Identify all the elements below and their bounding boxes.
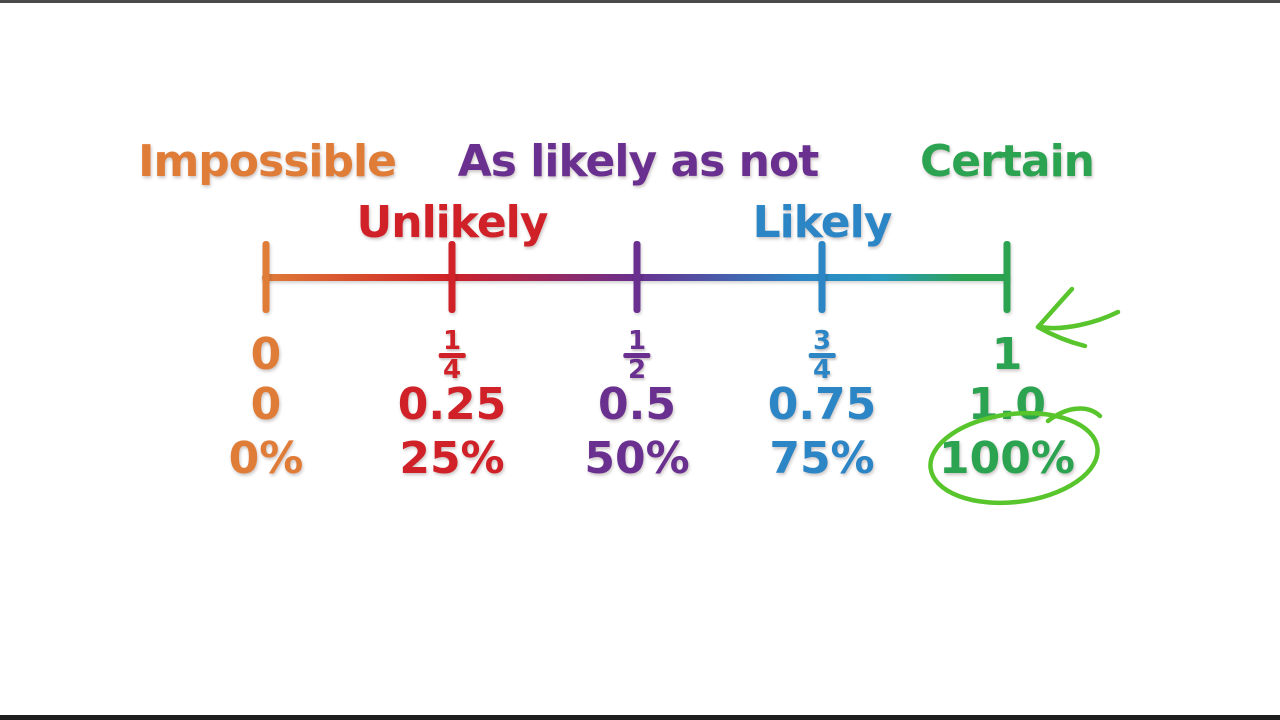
value-column-quarter: 1 4 0.25 25% xyxy=(398,328,507,490)
fraction-bar xyxy=(438,352,466,358)
decimal-value: 0 xyxy=(250,379,282,430)
fraction-denominator: 4 xyxy=(442,354,462,385)
decimal-value: 0.25 xyxy=(397,379,507,430)
tick-0 xyxy=(262,241,270,313)
label-likely: Likely xyxy=(752,197,893,248)
fraction-denominator: 2 xyxy=(627,354,647,385)
fraction-value: 1 4 xyxy=(438,325,466,385)
percent-value: 0% xyxy=(228,433,304,484)
fraction-value: 1 xyxy=(991,329,1023,380)
label-certain: Certain xyxy=(920,136,1095,187)
percent-value: 50% xyxy=(584,433,690,484)
tick-1 xyxy=(1003,241,1011,313)
fraction-value: 3 4 xyxy=(808,325,836,385)
top-letterbox-bar xyxy=(0,0,1280,3)
value-column-half: 1 2 0.5 50% xyxy=(584,328,689,490)
value-column-1: 1 1.0 100% xyxy=(939,328,1075,490)
tick-one-quarter xyxy=(448,241,456,313)
tick-three-quarters xyxy=(818,241,826,313)
label-as-likely-as-not: As likely as not xyxy=(457,136,820,187)
fraction-value: 1 2 xyxy=(623,325,651,385)
fraction-bar xyxy=(623,352,651,358)
fraction-numerator: 1 xyxy=(627,325,647,356)
decimal-value: 0.5 xyxy=(598,379,676,430)
percent-value: 25% xyxy=(399,433,505,484)
value-column-three-quarters: 3 4 0.75 75% xyxy=(768,328,877,490)
label-unlikely: Unlikely xyxy=(356,197,549,248)
tick-one-half xyxy=(633,241,641,313)
percent-value: 75% xyxy=(769,433,875,484)
decimal-value: 1.0 xyxy=(968,379,1046,430)
fraction-value: 0 xyxy=(250,329,282,380)
label-impossible: Impossible xyxy=(138,136,397,187)
fraction-denominator: 4 xyxy=(812,354,832,385)
bottom-letterbox-bar xyxy=(0,715,1280,720)
decimal-value: 0.75 xyxy=(767,379,877,430)
percent-value: 100% xyxy=(939,433,1075,484)
fraction-numerator: 1 xyxy=(442,325,462,356)
fraction-bar xyxy=(808,352,836,358)
value-column-0: 0 0 0% xyxy=(229,328,304,490)
fraction-numerator: 3 xyxy=(812,325,832,356)
